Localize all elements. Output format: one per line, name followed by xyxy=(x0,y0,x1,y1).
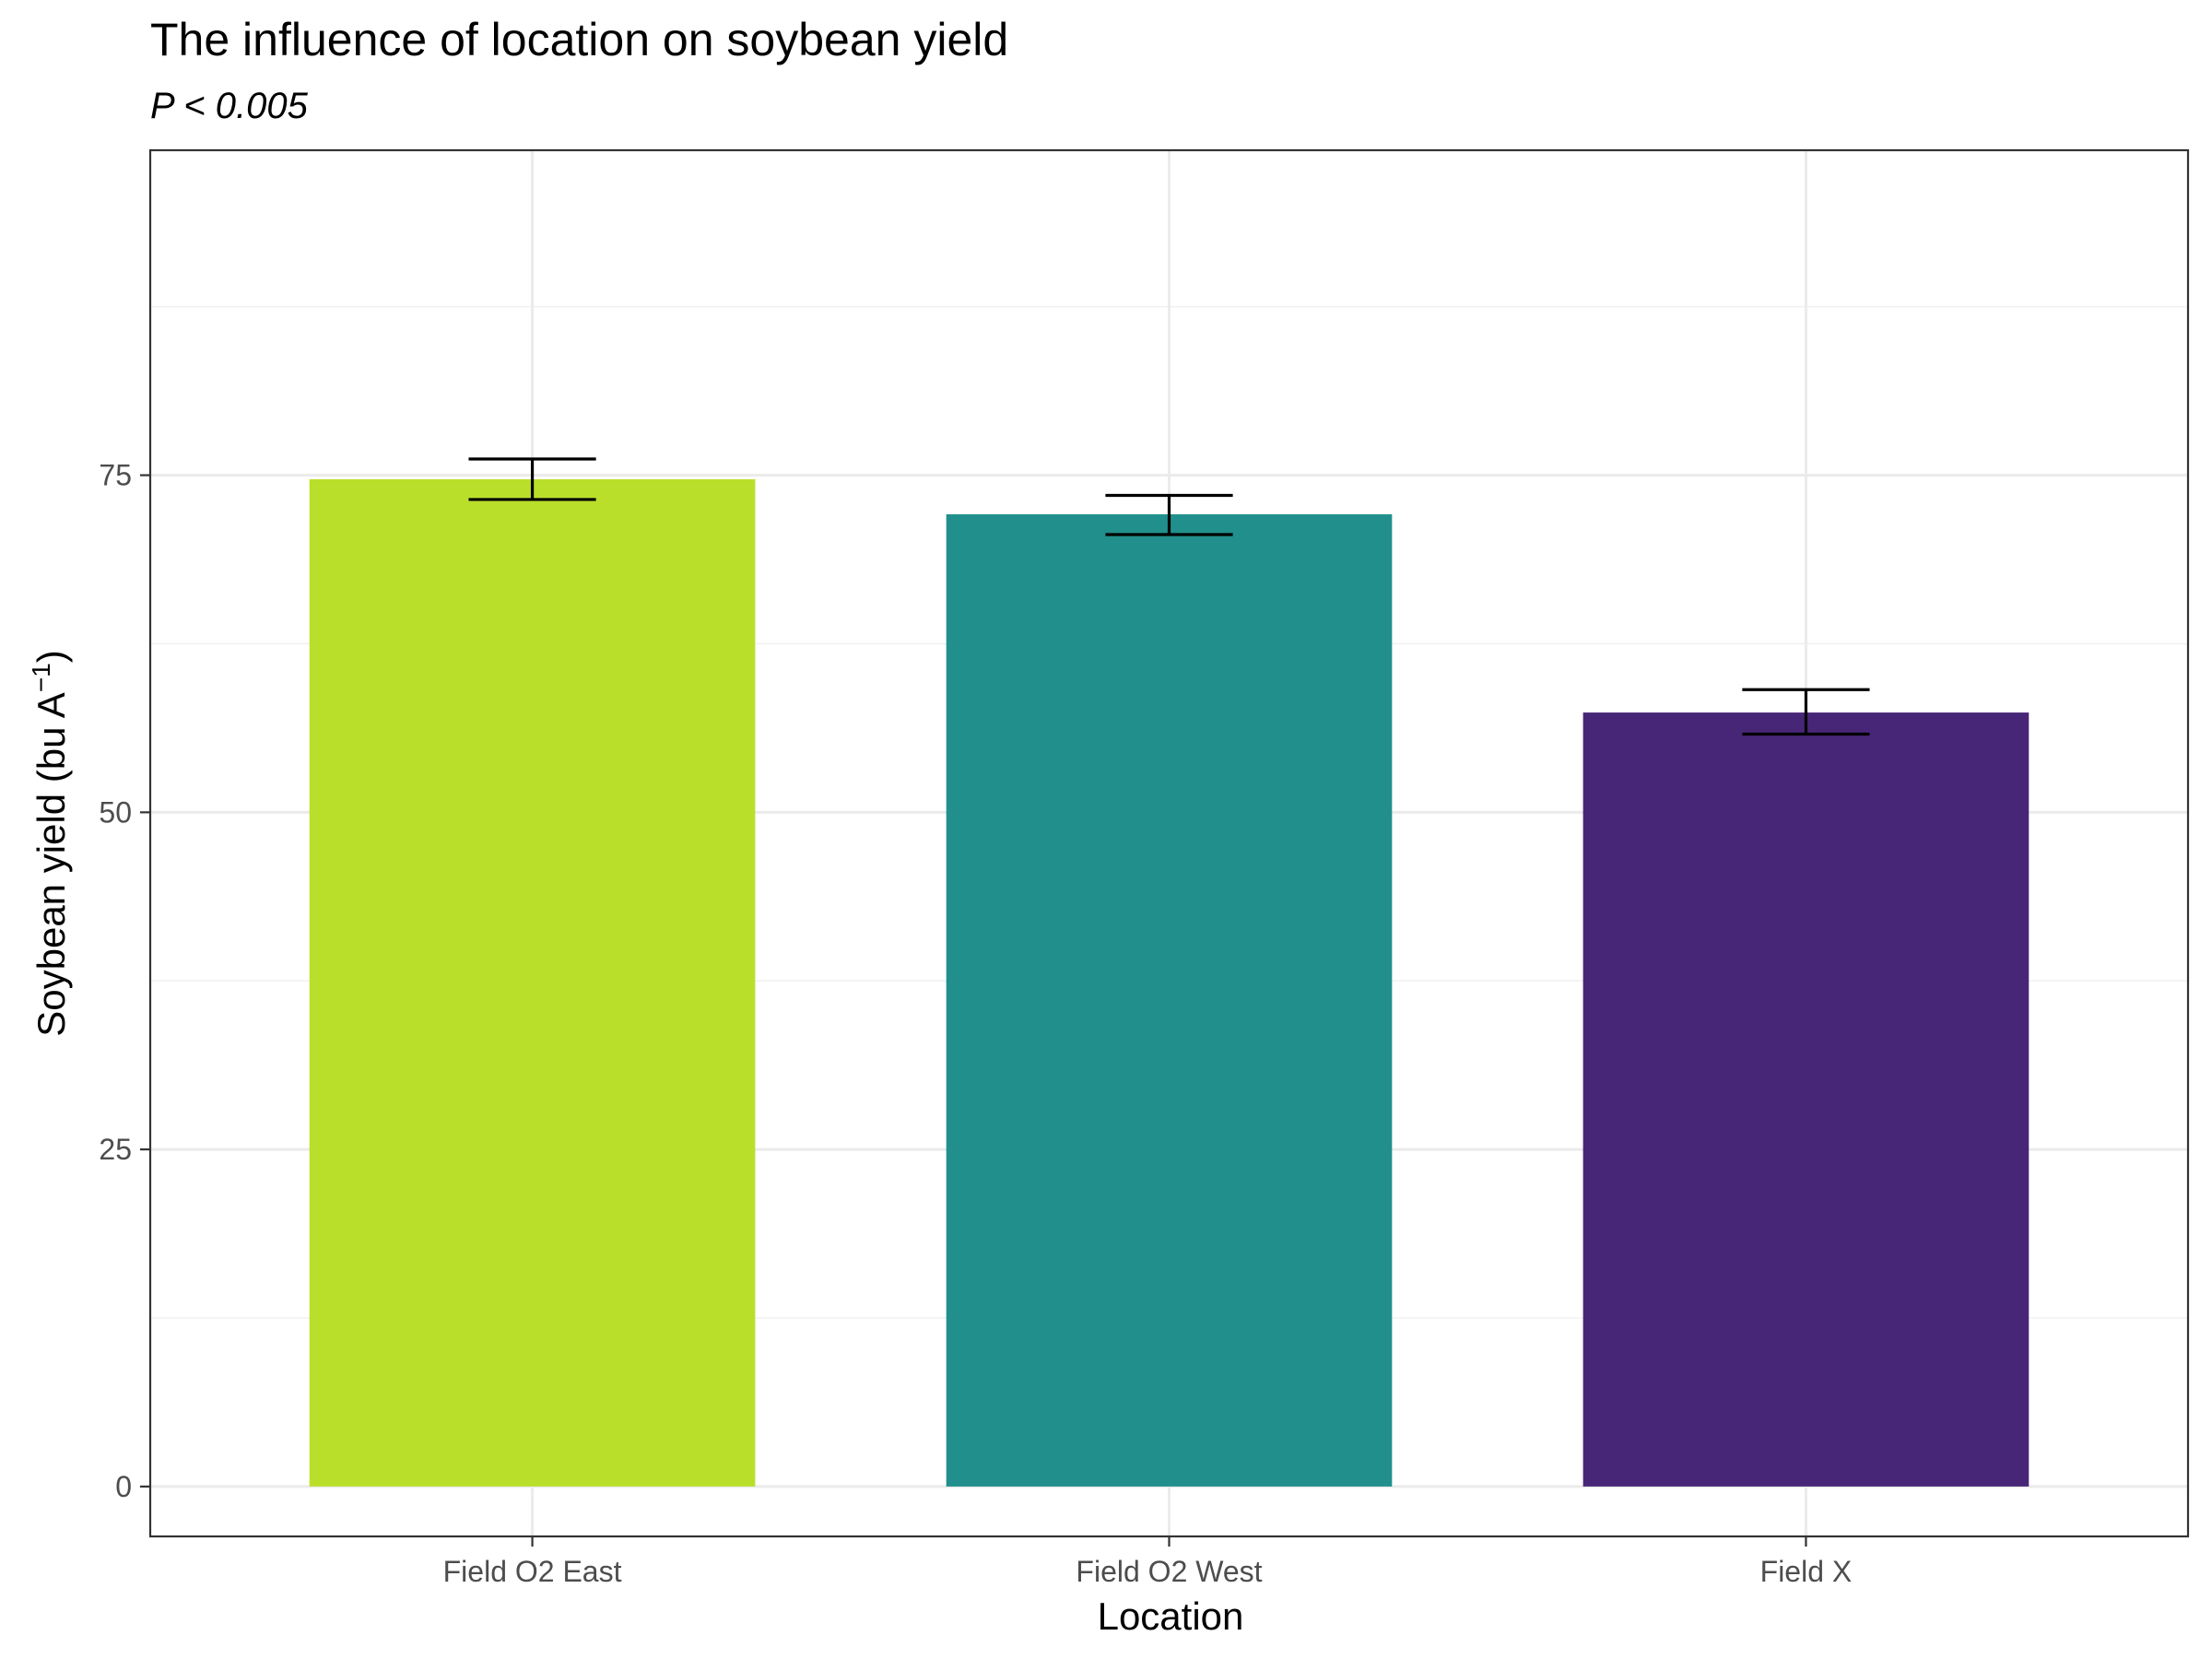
y-tick-label-1: 25 xyxy=(99,1133,132,1166)
chart-title: The influence of location on soybean yie… xyxy=(150,14,1008,65)
y-axis-title: Soybean yield (bu A−1) xyxy=(27,650,73,1037)
x-axis-title: Location xyxy=(1098,1594,1244,1638)
y-tick-label-2: 50 xyxy=(99,795,132,829)
error-bar-2 xyxy=(1105,493,1233,536)
x-axis-ticks: Field O2 East Field O2 West Field X xyxy=(443,1536,1853,1588)
x-tick-label-0: Field O2 East xyxy=(443,1555,622,1588)
y-axis-ticks: 0 25 50 75 xyxy=(99,459,150,1503)
bar-3 xyxy=(1583,712,2030,1487)
error-bar-3 xyxy=(1742,688,1870,736)
bar-1 xyxy=(309,478,756,1487)
error-bar-1 xyxy=(468,457,596,501)
x-tick-label-1: Field O2 West xyxy=(1076,1555,1262,1588)
y-axis-title-superscript: −1 xyxy=(27,663,55,692)
bar-2 xyxy=(946,514,1393,1487)
y-tick-label-0: 0 xyxy=(115,1470,132,1503)
y-axis-title-main: Soybean yield (bu A xyxy=(29,692,73,1037)
error-bars xyxy=(468,457,1870,736)
chart-subtitle: P < 0.005 xyxy=(150,86,309,126)
y-tick-label-3: 75 xyxy=(99,459,132,492)
x-tick-label-2: Field X xyxy=(1760,1555,1853,1588)
y-axis-title-close: ) xyxy=(29,650,73,663)
bars xyxy=(309,478,2030,1487)
